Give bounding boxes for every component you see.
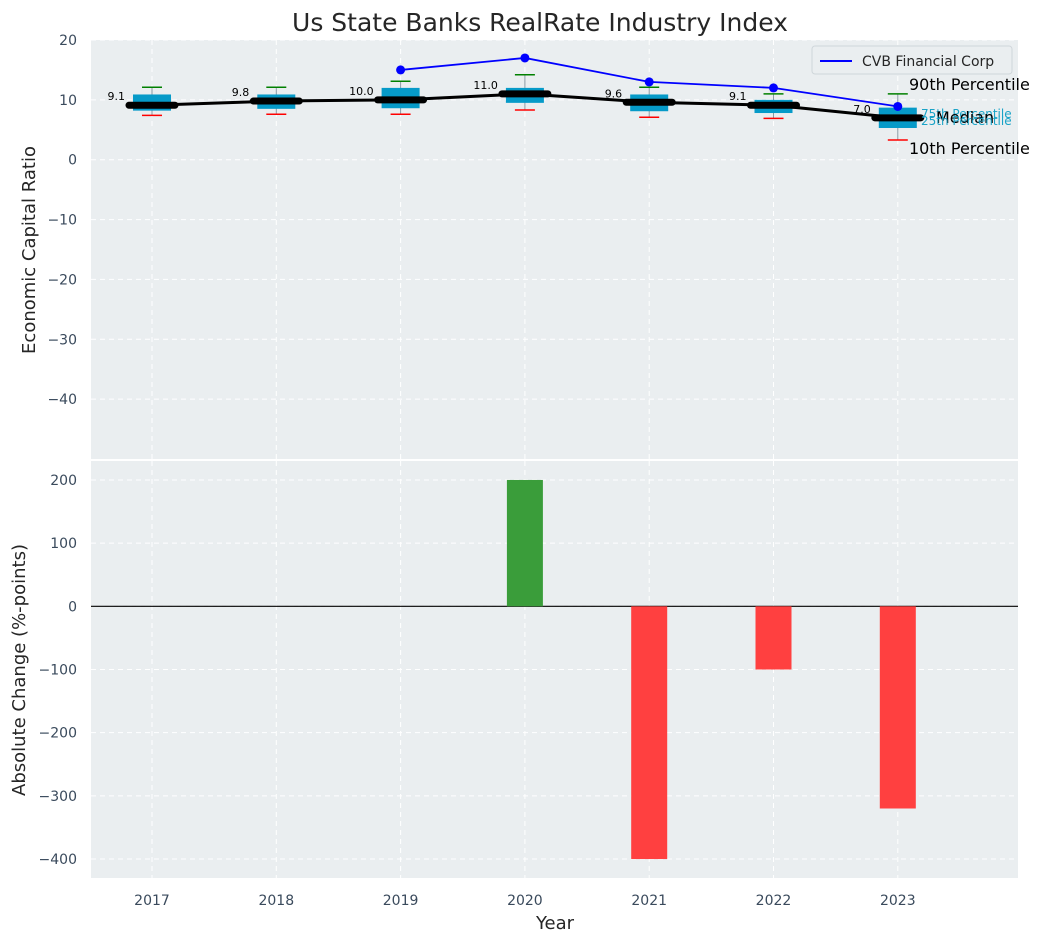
bottom-y-tick-label: −200	[39, 726, 77, 742]
bottom-y-ticks: 200 100 0 −100 −200 −300 −400	[39, 473, 77, 868]
company-point-2019	[396, 65, 406, 75]
chart-title: Us State Banks RealRate Industry Index	[292, 8, 788, 37]
top-y-tick-label: −40	[47, 392, 77, 408]
bottom-y-tick-label: −100	[39, 663, 77, 679]
top-y-ticks: 20 10 0 −10 −20 −30 −40	[47, 33, 77, 408]
median-label: 9.8	[232, 86, 250, 99]
bottom-y-tick-label: 0	[68, 599, 77, 615]
x-tick-label: 2021	[631, 893, 667, 909]
legend-box	[811, 45, 1013, 75]
x-tick-label: 2023	[880, 893, 916, 909]
median-label: 11.0	[473, 79, 498, 92]
annotation-p25: 25th Percentile	[921, 114, 1012, 128]
annotation-p90: 90th Percentile	[909, 75, 1030, 94]
top-y-tick-label: −10	[47, 213, 77, 229]
top-y-tick-label: −30	[47, 332, 77, 348]
top-grid	[91, 39, 1018, 459]
x-tick-label: 2022	[756, 893, 792, 909]
bottom-y-tick-label: −300	[39, 789, 77, 805]
legend-label: CVB Financial Corp	[862, 54, 994, 70]
top-y-tick-label: 10	[59, 93, 77, 109]
box-plots: 9.1 9.8 10.0 11.09.6 9.17.0	[108, 73, 925, 141]
change-bars	[506, 479, 916, 860]
bar-2023	[879, 606, 916, 809]
x-tick-label: 2018	[258, 893, 294, 909]
median-label: 9.1	[108, 90, 126, 103]
company-point-2023	[893, 101, 903, 111]
company-point-2021	[644, 77, 654, 87]
median-label: 9.6	[605, 87, 623, 100]
legend: CVB Financial Corp	[811, 45, 1013, 75]
company-series	[396, 53, 903, 111]
top-y-axis-label: Economic Capital Ratio	[19, 146, 40, 354]
x-axis-label: Year	[535, 913, 575, 934]
top-y-tick-label: 0	[68, 153, 77, 169]
x-tick-label: 2020	[507, 893, 543, 909]
annotation-p75: 75th Percentile	[921, 107, 1012, 121]
median-trend-line	[151, 92, 898, 120]
top-y-tick-label: 20	[59, 33, 77, 49]
company-point-2022	[769, 83, 778, 93]
bottom-y-tick-label: −400	[39, 852, 77, 868]
bar-2022	[755, 606, 792, 670]
bar-2020	[506, 479, 543, 607]
annotation-p10: 10th Percentile	[909, 139, 1030, 158]
x-ticks: 2017 2018 2019 2020 2021 2022 2023	[134, 893, 915, 909]
company-point-2020	[520, 53, 530, 63]
bottom-y-axis-label: Absolute Change (%-points)	[9, 544, 30, 796]
bottom-y-tick-label: 200	[50, 473, 77, 489]
bottom-y-tick-label: 100	[50, 536, 77, 552]
bar-2021	[631, 606, 668, 860]
annotation-median: Median	[936, 108, 994, 127]
median-label: 9.1	[729, 90, 747, 103]
bottom-grid	[91, 461, 1018, 878]
top-plot-area	[91, 40, 1018, 459]
percentile-annotations: 90th Percentile 75th Percentile Median 2…	[909, 75, 1030, 158]
median-label: 10.0	[349, 85, 374, 98]
x-tick-label: 2017	[134, 893, 170, 909]
top-y-tick-label: −20	[47, 272, 77, 288]
x-tick-label: 2019	[383, 893, 419, 909]
